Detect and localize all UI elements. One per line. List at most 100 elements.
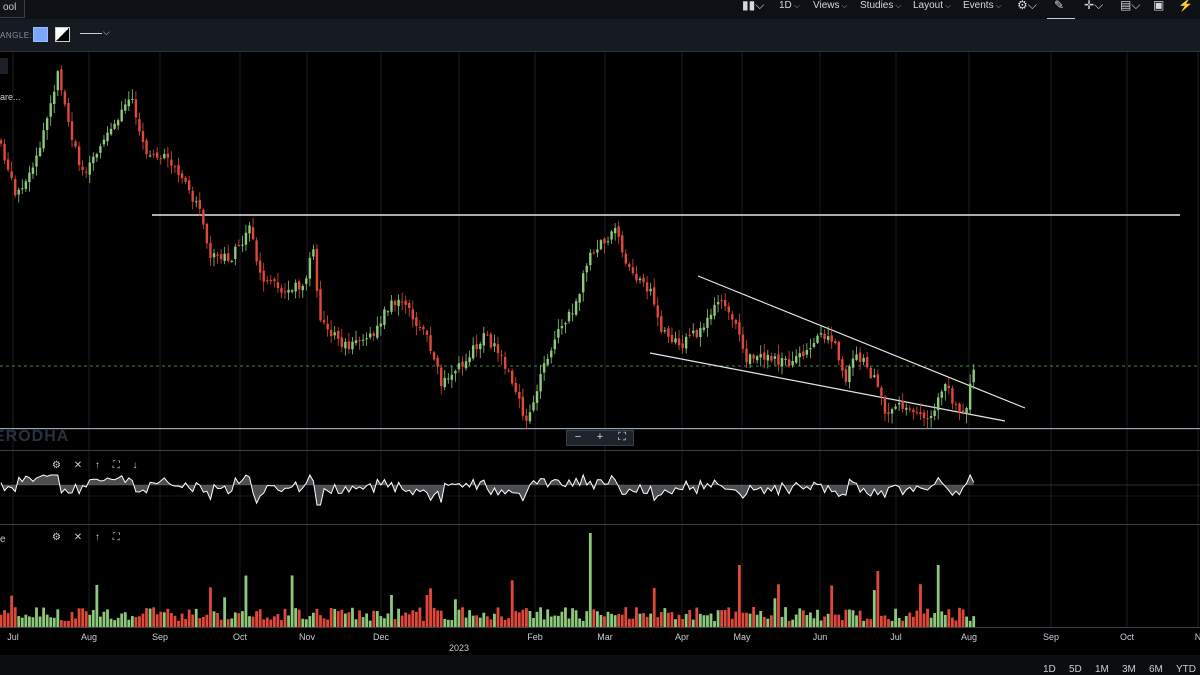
volume-bar [63, 620, 67, 627]
close-icon[interactable]: ✕ [73, 532, 83, 543]
volume-bar [880, 615, 883, 627]
range-1d-button[interactable]: 1D [1043, 664, 1056, 675]
candle-body [400, 301, 404, 303]
interval-dropdown[interactable]: 1D ⌵ [779, 0, 800, 12]
events-menu[interactable]: Events ⌵ [963, 0, 1002, 12]
volume-bar [858, 610, 862, 627]
volume-bar [599, 614, 603, 627]
volume-bar [13, 607, 17, 627]
legend-toggle[interactable] [0, 58, 8, 74]
zoom-in-button[interactable]: + [596, 431, 604, 443]
move-down-icon[interactable]: ↓ [132, 460, 138, 471]
chart-canvas[interactable]: Jul Aug Sep Oct Nov Dec Feb Mar Apr May Jun Jul Aug S… [0, 52, 1200, 655]
volume-bar [830, 585, 834, 627]
volume-bar [17, 616, 21, 627]
range-ytd-button[interactable]: YTD [1176, 664, 1196, 675]
candle-body [415, 317, 418, 326]
volume-bar [180, 613, 184, 627]
volume-bar [170, 613, 173, 627]
candle-body [106, 132, 109, 142]
chevron-down-icon[interactable]: ⌵ [103, 27, 110, 37]
volume-bar [972, 616, 976, 627]
gear-icon[interactable]: ⚙⌵ [1017, 0, 1037, 12]
volume-bar [606, 611, 610, 627]
zoom-fit-button[interactable]: ⛶ [618, 431, 626, 443]
volume-bar [205, 614, 209, 627]
range-6m-button[interactable]: 6M [1149, 664, 1163, 675]
volume-bar [42, 607, 45, 627]
maximize-icon[interactable]: ⛶ [112, 460, 120, 471]
candle-body [759, 354, 762, 358]
pane-divider [0, 450, 1200, 451]
fill-color-swatch[interactable] [33, 27, 48, 42]
volume-bar [400, 615, 404, 627]
candle-body [688, 334, 691, 336]
volume-bar [620, 614, 624, 627]
line-style-selector[interactable] [80, 33, 102, 34]
gear-icon[interactable]: ⚙ [52, 532, 61, 543]
maximize-icon[interactable]: ⛶ [112, 532, 120, 543]
tool-tab[interactable]: ool [0, 0, 26, 18]
volume-bar [468, 610, 471, 627]
views-menu[interactable]: Views ⌵ [813, 0, 848, 12]
volume-bar [596, 611, 599, 627]
lightning-icon[interactable]: ⚡ [1178, 0, 1193, 12]
pencil-icon[interactable]: ✎ [1054, 0, 1065, 12]
candle-body [798, 353, 801, 358]
candle-body [273, 279, 276, 282]
volume-bar [507, 618, 511, 627]
candle-body [890, 409, 894, 414]
interval-label: 1D [779, 0, 792, 11]
candle-body [177, 164, 180, 176]
volume-bar [514, 611, 518, 627]
candle-body [148, 155, 152, 157]
candle-body [951, 388, 954, 404]
candle-body [656, 305, 659, 318]
candle-body [95, 154, 99, 158]
candle-body [461, 361, 464, 367]
candle-body [166, 153, 170, 158]
gear-icon[interactable]: ⚙ [52, 460, 61, 471]
volume-bar [791, 619, 795, 627]
opacity-swatch[interactable] [55, 27, 70, 42]
range-5d-button[interactable]: 5D [1069, 664, 1082, 675]
crosshair-icon[interactable]: ✛⌵ [1084, 0, 1104, 12]
volume-bar [134, 617, 138, 627]
candle-body [486, 334, 489, 336]
candle-body [606, 241, 610, 243]
volume-bar [56, 609, 60, 627]
candle-body [411, 309, 414, 320]
range-1m-button[interactable]: 1M [1095, 664, 1109, 675]
comment-icon[interactable]: ▤⌵ [1120, 0, 1141, 12]
volume-bar [397, 608, 400, 627]
candle-body [542, 363, 546, 373]
screenshot-icon[interactable]: ▣ [1153, 0, 1165, 12]
candle-body [319, 289, 322, 321]
volume-bar [45, 614, 49, 627]
layout-menu[interactable]: Layout ⌵ [913, 0, 951, 12]
move-up-icon[interactable]: ↑ [94, 460, 100, 471]
volume-bar [336, 611, 340, 627]
candle-body [163, 153, 166, 159]
volume-bar [922, 613, 926, 627]
candle-body [635, 273, 638, 281]
volume-bar [961, 609, 965, 627]
candle-body [38, 147, 42, 157]
candle-body [862, 358, 865, 362]
volume-bar [926, 608, 929, 627]
volume-bar [173, 615, 177, 627]
chart-area[interactable]: Jul Aug Sep Oct Nov Dec Feb Mar Apr May Jun Jul Aug S… [0, 52, 1200, 655]
range-3m-button[interactable]: 3M [1122, 664, 1136, 675]
studies-menu[interactable]: Studies ⌵ [860, 0, 901, 12]
volume-bar [464, 617, 468, 627]
close-icon[interactable]: ✕ [73, 460, 83, 471]
x-tick-label: Sep [1043, 632, 1059, 642]
volume-bar [152, 607, 156, 627]
candle-body [187, 180, 191, 191]
zoom-out-button[interactable]: − [574, 431, 582, 443]
volume-bar [713, 620, 716, 627]
candle-type-icon[interactable]: ▮▮⌵ [742, 0, 765, 12]
volume-bar [326, 619, 329, 627]
candle-body [127, 99, 130, 107]
move-up-icon[interactable]: ↑ [94, 532, 100, 543]
